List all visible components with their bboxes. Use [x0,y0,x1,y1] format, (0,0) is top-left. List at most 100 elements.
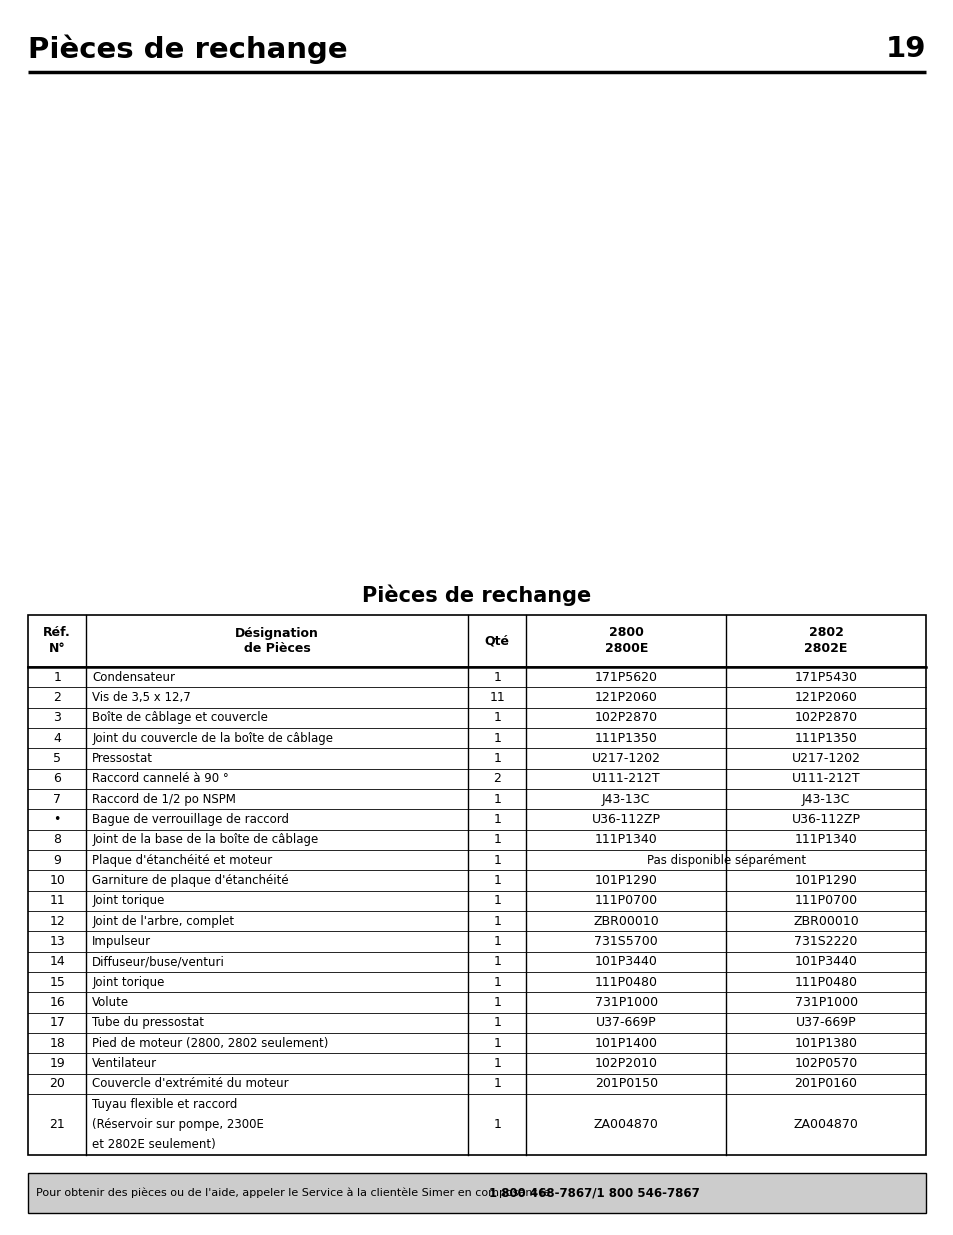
Text: 102P2870: 102P2870 [794,711,857,725]
Text: 102P2870: 102P2870 [594,711,658,725]
Text: Joint de la base de la boîte de câblage: Joint de la base de la boîte de câblage [92,834,318,846]
Text: 2: 2 [493,772,500,785]
Text: 1: 1 [493,1036,500,1050]
Text: (Réservoir sur pompe, 2300E: (Réservoir sur pompe, 2300E [92,1118,264,1131]
Text: 1: 1 [493,915,500,927]
Text: U36-112ZP: U36-112ZP [591,813,660,826]
Text: 1: 1 [493,874,500,887]
Text: Vis de 3,5 x 12,7: Vis de 3,5 x 12,7 [92,692,191,704]
Text: 121P2060: 121P2060 [794,692,857,704]
Text: 101P1290: 101P1290 [595,874,657,887]
Text: Volute: Volute [92,995,130,1009]
Text: 111P1340: 111P1340 [794,834,857,846]
Text: 111P0480: 111P0480 [594,976,658,989]
Text: U111-212T: U111-212T [592,772,659,785]
Text: 1: 1 [493,813,500,826]
Text: 171P5620: 171P5620 [594,671,658,684]
Text: 4: 4 [53,731,61,745]
Text: Qté: Qté [484,635,509,647]
Text: 111P0700: 111P0700 [594,894,658,908]
Text: 1 800 468-7867/1 800 546-7867: 1 800 468-7867/1 800 546-7867 [489,1187,700,1199]
Text: 201P0150: 201P0150 [594,1077,658,1091]
Text: 1: 1 [493,894,500,908]
Text: Tuyau flexible et raccord: Tuyau flexible et raccord [92,1098,237,1110]
Bar [28,615,925,1155]
Text: 15: 15 [50,976,65,989]
Text: Couvercle d'extrémité du moteur: Couvercle d'extrémité du moteur [92,1077,289,1091]
Text: 731S2220: 731S2220 [794,935,857,948]
Text: Réf.
N°: Réf. N° [43,626,71,656]
Text: 20: 20 [50,1077,65,1091]
Text: J43-13C: J43-13C [801,793,849,805]
Text: 1: 1 [493,1118,500,1131]
Text: Bague de verrouillage de raccord: Bague de verrouillage de raccord [92,813,289,826]
Text: 5: 5 [53,752,61,764]
Text: Pièces de rechange: Pièces de rechange [362,585,591,606]
Text: ZA004870: ZA004870 [593,1118,658,1131]
Text: Joint de l'arbre, complet: Joint de l'arbre, complet [92,915,234,927]
Text: Diffuseur/buse/venturi: Diffuseur/buse/venturi [92,956,225,968]
Text: Joint torique: Joint torique [92,894,165,908]
Text: 3: 3 [53,711,61,725]
Text: 1: 1 [493,752,500,764]
Text: 102P2010: 102P2010 [594,1057,658,1070]
Text: Tube du pressostat: Tube du pressostat [92,1016,204,1029]
Text: 19: 19 [884,35,925,63]
Text: 731P1000: 731P1000 [794,995,857,1009]
Text: Plaque d'étanchéité et moteur: Plaque d'étanchéité et moteur [92,853,273,867]
Text: 21: 21 [50,1118,65,1131]
Text: 101P1290: 101P1290 [794,874,857,887]
Text: 101P1400: 101P1400 [594,1036,658,1050]
Text: 11: 11 [489,692,504,704]
Text: 731S5700: 731S5700 [594,935,658,948]
Text: 1: 1 [493,976,500,989]
Text: 1: 1 [53,671,61,684]
Text: Joint torique: Joint torique [92,976,165,989]
Text: ZA004870: ZA004870 [793,1118,858,1131]
Text: 111P0480: 111P0480 [794,976,857,989]
Text: •: • [53,813,61,826]
Text: Raccord cannelé à 90 °: Raccord cannelé à 90 ° [92,772,229,785]
Text: 13: 13 [50,935,65,948]
Text: U36-112ZP: U36-112ZP [791,813,860,826]
Text: 8: 8 [53,834,61,846]
Text: 101P3440: 101P3440 [794,956,857,968]
Text: 101P3440: 101P3440 [595,956,657,968]
Text: 731P1000: 731P1000 [594,995,658,1009]
Text: U37-669P: U37-669P [596,1016,656,1029]
Text: U111-212T: U111-212T [791,772,860,785]
Text: Pièces de rechange: Pièces de rechange [28,35,347,64]
Text: Joint du couvercle de la boîte de câblage: Joint du couvercle de la boîte de câblag… [92,731,333,745]
Text: 19: 19 [50,1057,65,1070]
Text: U37-669P: U37-669P [795,1016,856,1029]
Text: 201P0160: 201P0160 [794,1077,857,1091]
Text: 121P2060: 121P2060 [595,692,657,704]
Text: 1: 1 [493,834,500,846]
Text: 111P1350: 111P1350 [794,731,857,745]
Text: 7: 7 [53,793,61,805]
Text: 1: 1 [493,956,500,968]
Text: 14: 14 [50,956,65,968]
Text: 16: 16 [50,995,65,1009]
Text: 1: 1 [493,935,500,948]
Text: Impulseur: Impulseur [92,935,152,948]
Text: 111P1340: 111P1340 [595,834,657,846]
Text: 11: 11 [50,894,65,908]
Text: 6: 6 [53,772,61,785]
Text: 111P1350: 111P1350 [595,731,657,745]
Text: Raccord de 1/2 po NSPM: Raccord de 1/2 po NSPM [92,793,236,805]
Text: 12: 12 [50,915,65,927]
Text: 101P1380: 101P1380 [794,1036,857,1050]
Text: 18: 18 [50,1036,65,1050]
Text: 111P0700: 111P0700 [794,894,857,908]
Text: 1: 1 [493,1077,500,1091]
Text: 102P0570: 102P0570 [794,1057,857,1070]
Text: 2: 2 [53,692,61,704]
Text: et 2802E seulement): et 2802E seulement) [92,1139,216,1151]
Bar [28,82,925,564]
Text: ZBR00010: ZBR00010 [593,915,659,927]
Text: J43-13C: J43-13C [601,793,650,805]
Text: Ventilateur: Ventilateur [92,1057,157,1070]
Text: Condensateur: Condensateur [92,671,175,684]
Text: Pour obtenir des pièces ou de l'aide, appeler le Service à la clientèle Simer en: Pour obtenir des pièces ou de l'aide, ap… [36,1188,554,1198]
